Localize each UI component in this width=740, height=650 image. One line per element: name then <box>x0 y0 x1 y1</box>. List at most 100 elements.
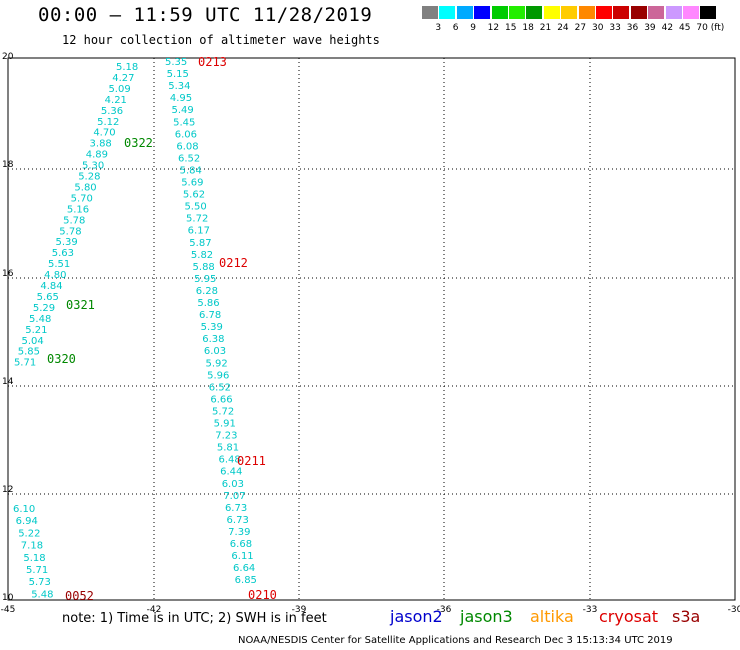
satellite-name: jason2 <box>390 607 443 626</box>
swh-value: 4.70 <box>93 128 115 139</box>
swh-value: 4.80 <box>44 270 66 281</box>
swh-value: 5.86 <box>197 298 219 309</box>
pass-time-label: 0052 <box>65 589 94 603</box>
legend-swatch <box>439 6 456 19</box>
swh-value: 5.82 <box>191 250 213 261</box>
satellite-name: s3a <box>672 607 701 626</box>
map-frame <box>7 57 736 601</box>
legend-label: 27 <box>574 23 587 33</box>
swh-value: 6.38 <box>202 334 224 345</box>
legend-label: 18 <box>522 23 534 33</box>
pass-time-label: 0211 <box>237 454 266 468</box>
units-note: note: 1) Time is in UTC; 2) SWH is in fe… <box>62 611 327 626</box>
swh-value: 5.22 <box>18 528 40 539</box>
legend-swatch <box>648 6 665 19</box>
swh-value: 5.48 <box>29 314 51 325</box>
swh-value: 5.65 <box>37 292 59 303</box>
legend-label: 9 <box>470 23 476 33</box>
legend-swatch <box>683 6 699 19</box>
swh-value: 6.48 <box>218 455 240 466</box>
y-tick-label: 14 <box>2 377 14 387</box>
swh-value: 6.94 <box>16 516 38 527</box>
swh-value: 5.72 <box>186 214 208 225</box>
swh-value: 5.49 <box>171 105 193 116</box>
legend-label: 45 <box>679 23 691 33</box>
pass-time-label: 0321 <box>66 298 95 312</box>
swh-value: 5.87 <box>189 238 211 249</box>
legend-label: 70 (ft) <box>696 23 725 33</box>
y-tick-label: 10 <box>2 593 14 603</box>
swh-value: 5.28 <box>78 172 100 183</box>
swh-value: 5.72 <box>212 406 234 417</box>
swh-value: 5.51 <box>48 259 70 270</box>
map-subtitle: 12 hour collection of altimeter wave hei… <box>62 33 380 47</box>
swh-value: 5.09 <box>108 84 130 95</box>
satellite-name: jason3 <box>460 607 513 626</box>
legend-swatch <box>491 6 508 19</box>
swh-value: 5.91 <box>214 419 236 430</box>
swh-value: 6.52 <box>178 153 200 164</box>
legend-swatch <box>526 6 543 19</box>
y-tick-label: 16 <box>2 269 14 279</box>
legend-swatch <box>613 6 630 19</box>
swh-value: 6.64 <box>233 563 255 574</box>
swh-value: 3.88 <box>90 139 112 150</box>
swh-value: 5.88 <box>193 262 215 273</box>
swh-value: 5.04 <box>22 336 44 347</box>
swh-value: 4.84 <box>40 281 62 292</box>
swh-value: 6.11 <box>231 551 253 562</box>
swh-value: 5.29 <box>33 303 55 314</box>
swh-value: 6.73 <box>227 515 249 526</box>
swh-value: 5.73 <box>29 577 51 588</box>
legend-label: 21 <box>539 23 552 33</box>
credit-line: NOAA/NESDIS Center for Satellite Applica… <box>238 635 673 646</box>
swh-value: 6.68 <box>230 539 252 550</box>
legend-swatch <box>665 6 682 19</box>
swh-value: 5.63 <box>52 248 74 259</box>
satellite-name: cryosat <box>599 607 659 626</box>
legend-swatch <box>561 6 578 19</box>
swh-value: 6.17 <box>188 226 210 237</box>
legend-label: 42 <box>661 23 674 33</box>
swh-value: 5.30 <box>82 161 104 172</box>
pass-time-label: 0210 <box>248 588 277 602</box>
swh-value: 6.44 <box>220 467 242 478</box>
swh-value: 5.92 <box>206 358 228 369</box>
legend-swatch <box>630 6 647 19</box>
swh-value: 5.15 <box>167 69 189 80</box>
swh-value: 4.89 <box>86 150 108 161</box>
x-tick-label: -36 <box>437 605 452 615</box>
legend-swatch <box>543 6 560 19</box>
legend-label: 30 <box>592 23 604 33</box>
swh-value: 6.08 <box>176 141 198 152</box>
swh-value: 7.39 <box>228 527 250 538</box>
legend-swatch <box>509 6 525 19</box>
swh-value: 5.39 <box>201 322 223 333</box>
swh-value: 5.84 <box>180 165 202 176</box>
x-tick-label: -33 <box>583 605 598 615</box>
pass-time-label: 0322 <box>124 136 153 150</box>
y-tick-label: 12 <box>2 485 13 495</box>
swh-value: 5.81 <box>217 443 239 454</box>
legend-label: 15 <box>505 23 517 33</box>
swh-value: 7.23 <box>215 431 237 442</box>
swh-value: 6.66 <box>210 394 232 405</box>
swh-value: 5.50 <box>184 202 206 213</box>
swh-value: 5.85 <box>18 347 40 358</box>
legend-label: 12 <box>487 23 500 33</box>
map-title: 00:00 – 11:59 UTC 11/28/2019 <box>38 4 373 26</box>
swh-value: 7.07 <box>223 491 245 502</box>
swh-value: 6.10 <box>13 504 35 515</box>
swh-value: 5.78 <box>63 215 85 226</box>
y-tick-label: 20 <box>2 52 14 62</box>
swh-value: 5.70 <box>71 193 93 204</box>
swh-value: 5.69 <box>181 178 203 189</box>
swh-value: 5.45 <box>173 117 195 128</box>
swh-value: 4.95 <box>170 93 192 104</box>
y-tick-label: 18 <box>2 160 14 170</box>
x-tick-label: -45 <box>1 605 16 615</box>
legend-swatch <box>474 6 491 19</box>
swh-value: 5.34 <box>168 81 190 92</box>
x-tick-label: -30 <box>728 605 740 615</box>
